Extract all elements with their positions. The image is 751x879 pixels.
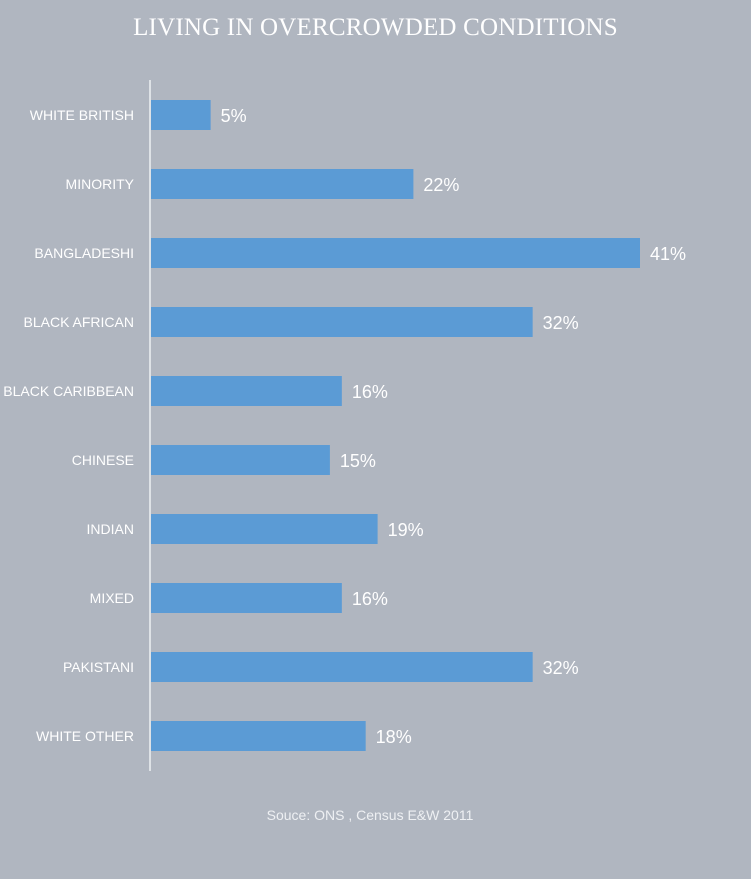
bars-group: WHITE BRITISH 5% MINORITY 22% BANGLADESHI 41%… bbox=[3, 100, 686, 751]
bar bbox=[151, 652, 533, 682]
bar bbox=[151, 238, 640, 268]
bar-value-label: 15% bbox=[340, 451, 376, 471]
category-label: MIXED bbox=[90, 590, 134, 606]
bar-value-label: 18% bbox=[376, 727, 412, 747]
bar bbox=[151, 445, 330, 475]
bar-value-label: 19% bbox=[388, 520, 424, 540]
bar-value-label: 22% bbox=[423, 175, 459, 195]
category-label: INDIAN bbox=[87, 521, 134, 537]
bar bbox=[151, 376, 342, 406]
bar-value-label: 16% bbox=[352, 589, 388, 609]
bar-value-label: 16% bbox=[352, 382, 388, 402]
bar-value-label: 32% bbox=[543, 313, 579, 333]
category-label: BANGLADESHI bbox=[34, 245, 134, 261]
source-note: Souce: ONS , Census E&W 2011 bbox=[266, 807, 474, 823]
category-label: PAKISTANI bbox=[63, 659, 134, 675]
bar bbox=[151, 514, 378, 544]
category-label: BLACK AFRICAN bbox=[24, 314, 134, 330]
bar bbox=[151, 307, 533, 337]
category-label: MINORITY bbox=[66, 176, 135, 192]
chart-title: LIVING IN OVERCROWDED CONDITIONS bbox=[133, 14, 618, 41]
bar-value-label: 5% bbox=[221, 106, 247, 126]
bar bbox=[151, 100, 211, 130]
category-label: WHITE BRITISH bbox=[30, 107, 134, 123]
bar bbox=[151, 583, 342, 613]
bar-value-label: 41% bbox=[650, 244, 686, 264]
bar-value-label: 32% bbox=[543, 658, 579, 678]
bar bbox=[151, 721, 366, 751]
category-label: CHINESE bbox=[72, 452, 134, 468]
bar bbox=[151, 169, 414, 199]
category-label: WHITE OTHER bbox=[36, 728, 134, 744]
category-label: BLACK CARIBBEAN bbox=[3, 383, 134, 399]
